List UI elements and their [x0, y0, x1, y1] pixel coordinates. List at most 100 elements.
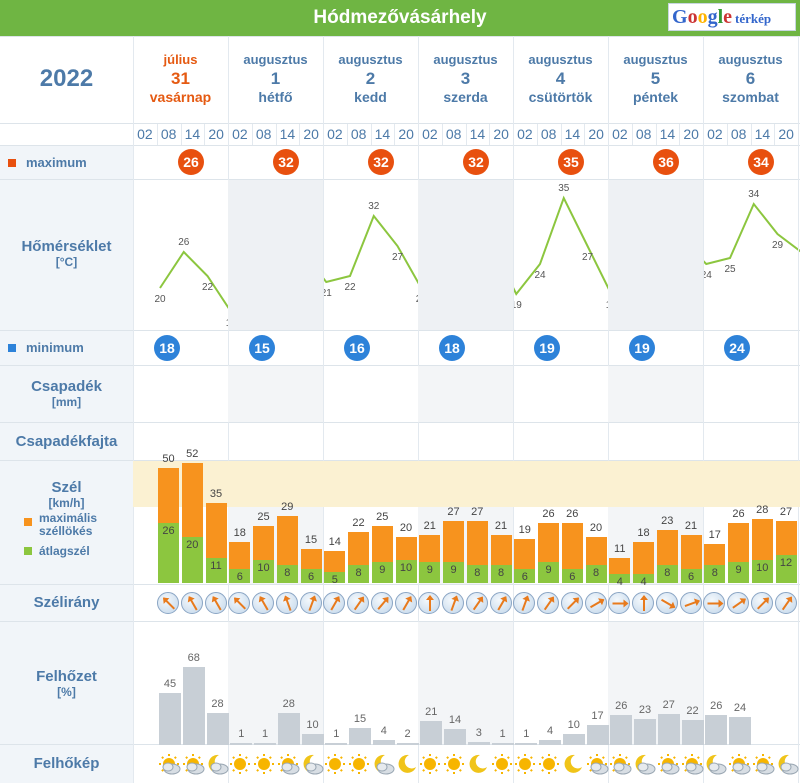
avg-legend-swatch	[24, 547, 32, 555]
wind-gust-value: 27	[447, 505, 460, 518]
cloud-value: 4	[546, 725, 554, 738]
wind-avg-bar	[205, 557, 227, 583]
wind-direction-icon	[157, 592, 179, 614]
hour-divider	[655, 124, 657, 145]
hour-divider	[750, 124, 752, 145]
row-divider	[0, 584, 800, 585]
wind-direction-icon	[489, 592, 512, 614]
wind-avg-value: 8	[592, 566, 600, 579]
wind-avg-value: 9	[735, 564, 742, 577]
wind-gust-value: 15	[304, 533, 318, 546]
max-temp-badge: 26	[178, 149, 204, 175]
wind-arrow-icon	[377, 597, 389, 610]
wind-avg-value: 10	[756, 562, 769, 574]
wind-direction-icon	[560, 592, 583, 614]
sun-cloud-icon	[277, 754, 300, 775]
moon-cloud-icon	[706, 754, 727, 775]
row-divider	[0, 621, 800, 622]
temperature-value: 24	[534, 270, 546, 281]
hour-label: 08	[635, 126, 652, 142]
sun-icon	[420, 754, 441, 774]
row-divider	[0, 365, 800, 366]
day-divider	[323, 36, 324, 783]
day-header: augusztus 2 kedd	[323, 36, 418, 122]
wind-gust-value: 19	[518, 524, 531, 537]
cloud-icon-row-label: Felhőkép	[0, 745, 133, 783]
wind-gust-value: 50	[162, 453, 175, 465]
precip-label: Csapadék	[31, 378, 102, 395]
wind-direction-icon	[750, 592, 773, 614]
wind-gust-value: 18	[637, 526, 650, 539]
max-row-label: maximum	[0, 146, 133, 179]
wind-avg-value: 8	[664, 566, 671, 579]
sun-icon	[230, 754, 251, 774]
wind-arrow-icon	[707, 602, 723, 605]
wind-arrow-icon	[330, 596, 340, 611]
wind-avg-bar	[751, 560, 773, 583]
wind-avg-bar	[585, 564, 607, 583]
wind-avg-bar	[395, 560, 417, 583]
wind-arrow-icon	[521, 596, 529, 611]
wind-avg-value: 9	[450, 564, 457, 577]
temperature-value: 27	[392, 252, 404, 263]
wind-label: Szél	[51, 479, 82, 496]
wind-band	[133, 461, 800, 507]
day-month: július	[163, 52, 198, 67]
wind-arrow-icon	[162, 597, 176, 610]
wind-avg-value: 26	[162, 525, 175, 538]
hour-divider	[489, 124, 491, 145]
precip-type-row-label: Csapadékfajta	[0, 423, 133, 460]
min-temp-badge: 24	[724, 335, 750, 361]
cloud-bar	[515, 743, 538, 745]
wind-avg-bar	[561, 569, 583, 583]
wind-avg-bar	[466, 564, 488, 583]
day-number: 3	[460, 69, 471, 88]
wind-arrow-icon	[234, 597, 247, 610]
wind-gust-value: 26	[732, 508, 745, 521]
wind-avg-value: 8	[497, 566, 505, 579]
day-header: augusztus 6 szombat	[703, 36, 798, 122]
cloud-bar	[491, 743, 514, 745]
wind-avg-value: 9	[545, 564, 552, 577]
wind-gust-value: 20	[399, 522, 413, 534]
cloud-bar	[586, 725, 609, 745]
cloud-value: 21	[425, 705, 438, 718]
wind-avg-value: 8	[474, 566, 481, 579]
wind-gust-value: 11	[614, 542, 626, 555]
day-number: 2	[365, 69, 376, 88]
wind-avg-bar	[656, 564, 678, 583]
google-map-link[interactable]: Google térkép	[668, 3, 796, 31]
wind-avg-bar	[728, 562, 749, 583]
day-shade	[418, 180, 513, 330]
hour-divider	[560, 124, 562, 145]
cloud-value: 27	[662, 698, 675, 711]
min-temp-badge: 19	[629, 335, 655, 361]
cloud-bar	[277, 712, 300, 745]
min-temp-badge: 15	[249, 335, 275, 361]
cloud-value: 1	[523, 728, 530, 740]
wind-avg-value: 10	[257, 562, 270, 574]
cloud-bar	[230, 743, 253, 745]
hour-divider	[584, 124, 586, 145]
cloud-value: 24	[733, 702, 747, 715]
cloud-value: 10	[306, 718, 319, 731]
hour-divider	[536, 124, 538, 145]
wind-avg-bar	[348, 564, 369, 583]
day-shade	[228, 622, 323, 744]
temperature-value: 27	[582, 252, 594, 263]
wind-direction-icon	[513, 592, 536, 614]
hour-label: 08	[160, 126, 177, 142]
wind-arrow-icon	[543, 596, 555, 611]
row-divider	[0, 36, 800, 37]
day-month: augusztus	[433, 52, 498, 67]
sun-cloud-icon	[586, 754, 608, 775]
wind-avg-bar	[704, 564, 726, 583]
title-bar	[0, 0, 800, 36]
min-legend-swatch	[8, 344, 16, 352]
hour-divider	[204, 124, 206, 145]
sun-icon	[515, 754, 536, 774]
cloud-bar	[467, 741, 490, 745]
day-month: augusztus	[243, 52, 308, 67]
wind-arrow-icon	[307, 596, 316, 611]
wind-gust-value: 18	[233, 526, 246, 539]
